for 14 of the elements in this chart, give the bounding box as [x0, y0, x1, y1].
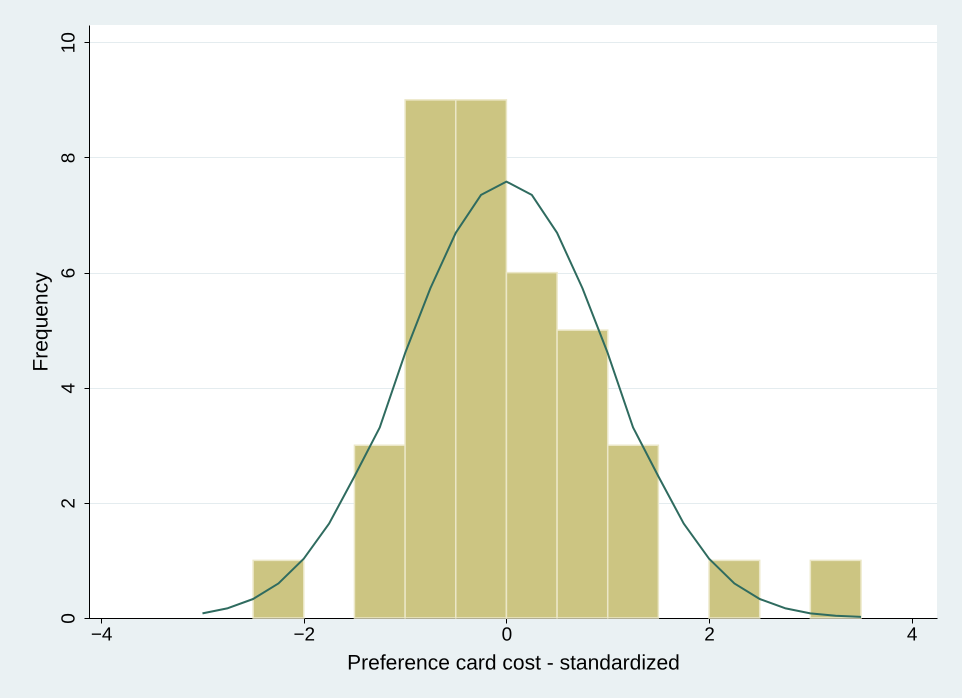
y-tick-label: 6 [58, 268, 80, 278]
y-axis-title: Frequency [30, 272, 52, 372]
y-tick-label: 2 [58, 498, 80, 509]
y-tick-label: 0 [58, 613, 80, 624]
y-tick-label: 10 [58, 32, 80, 54]
y-tick-label: 8 [58, 152, 80, 164]
x-tick-label: 4 [906, 624, 918, 646]
x-tick-label: 2 [704, 624, 715, 646]
x-axis-title: Preference card cost - standardized [347, 652, 680, 674]
line-series [201, 180, 862, 618]
x-tick-label: −4 [90, 624, 113, 646]
y-tick-label: 4 [58, 382, 80, 394]
x-tick-label: −2 [293, 624, 316, 646]
x-tick-label: 0 [502, 624, 512, 646]
